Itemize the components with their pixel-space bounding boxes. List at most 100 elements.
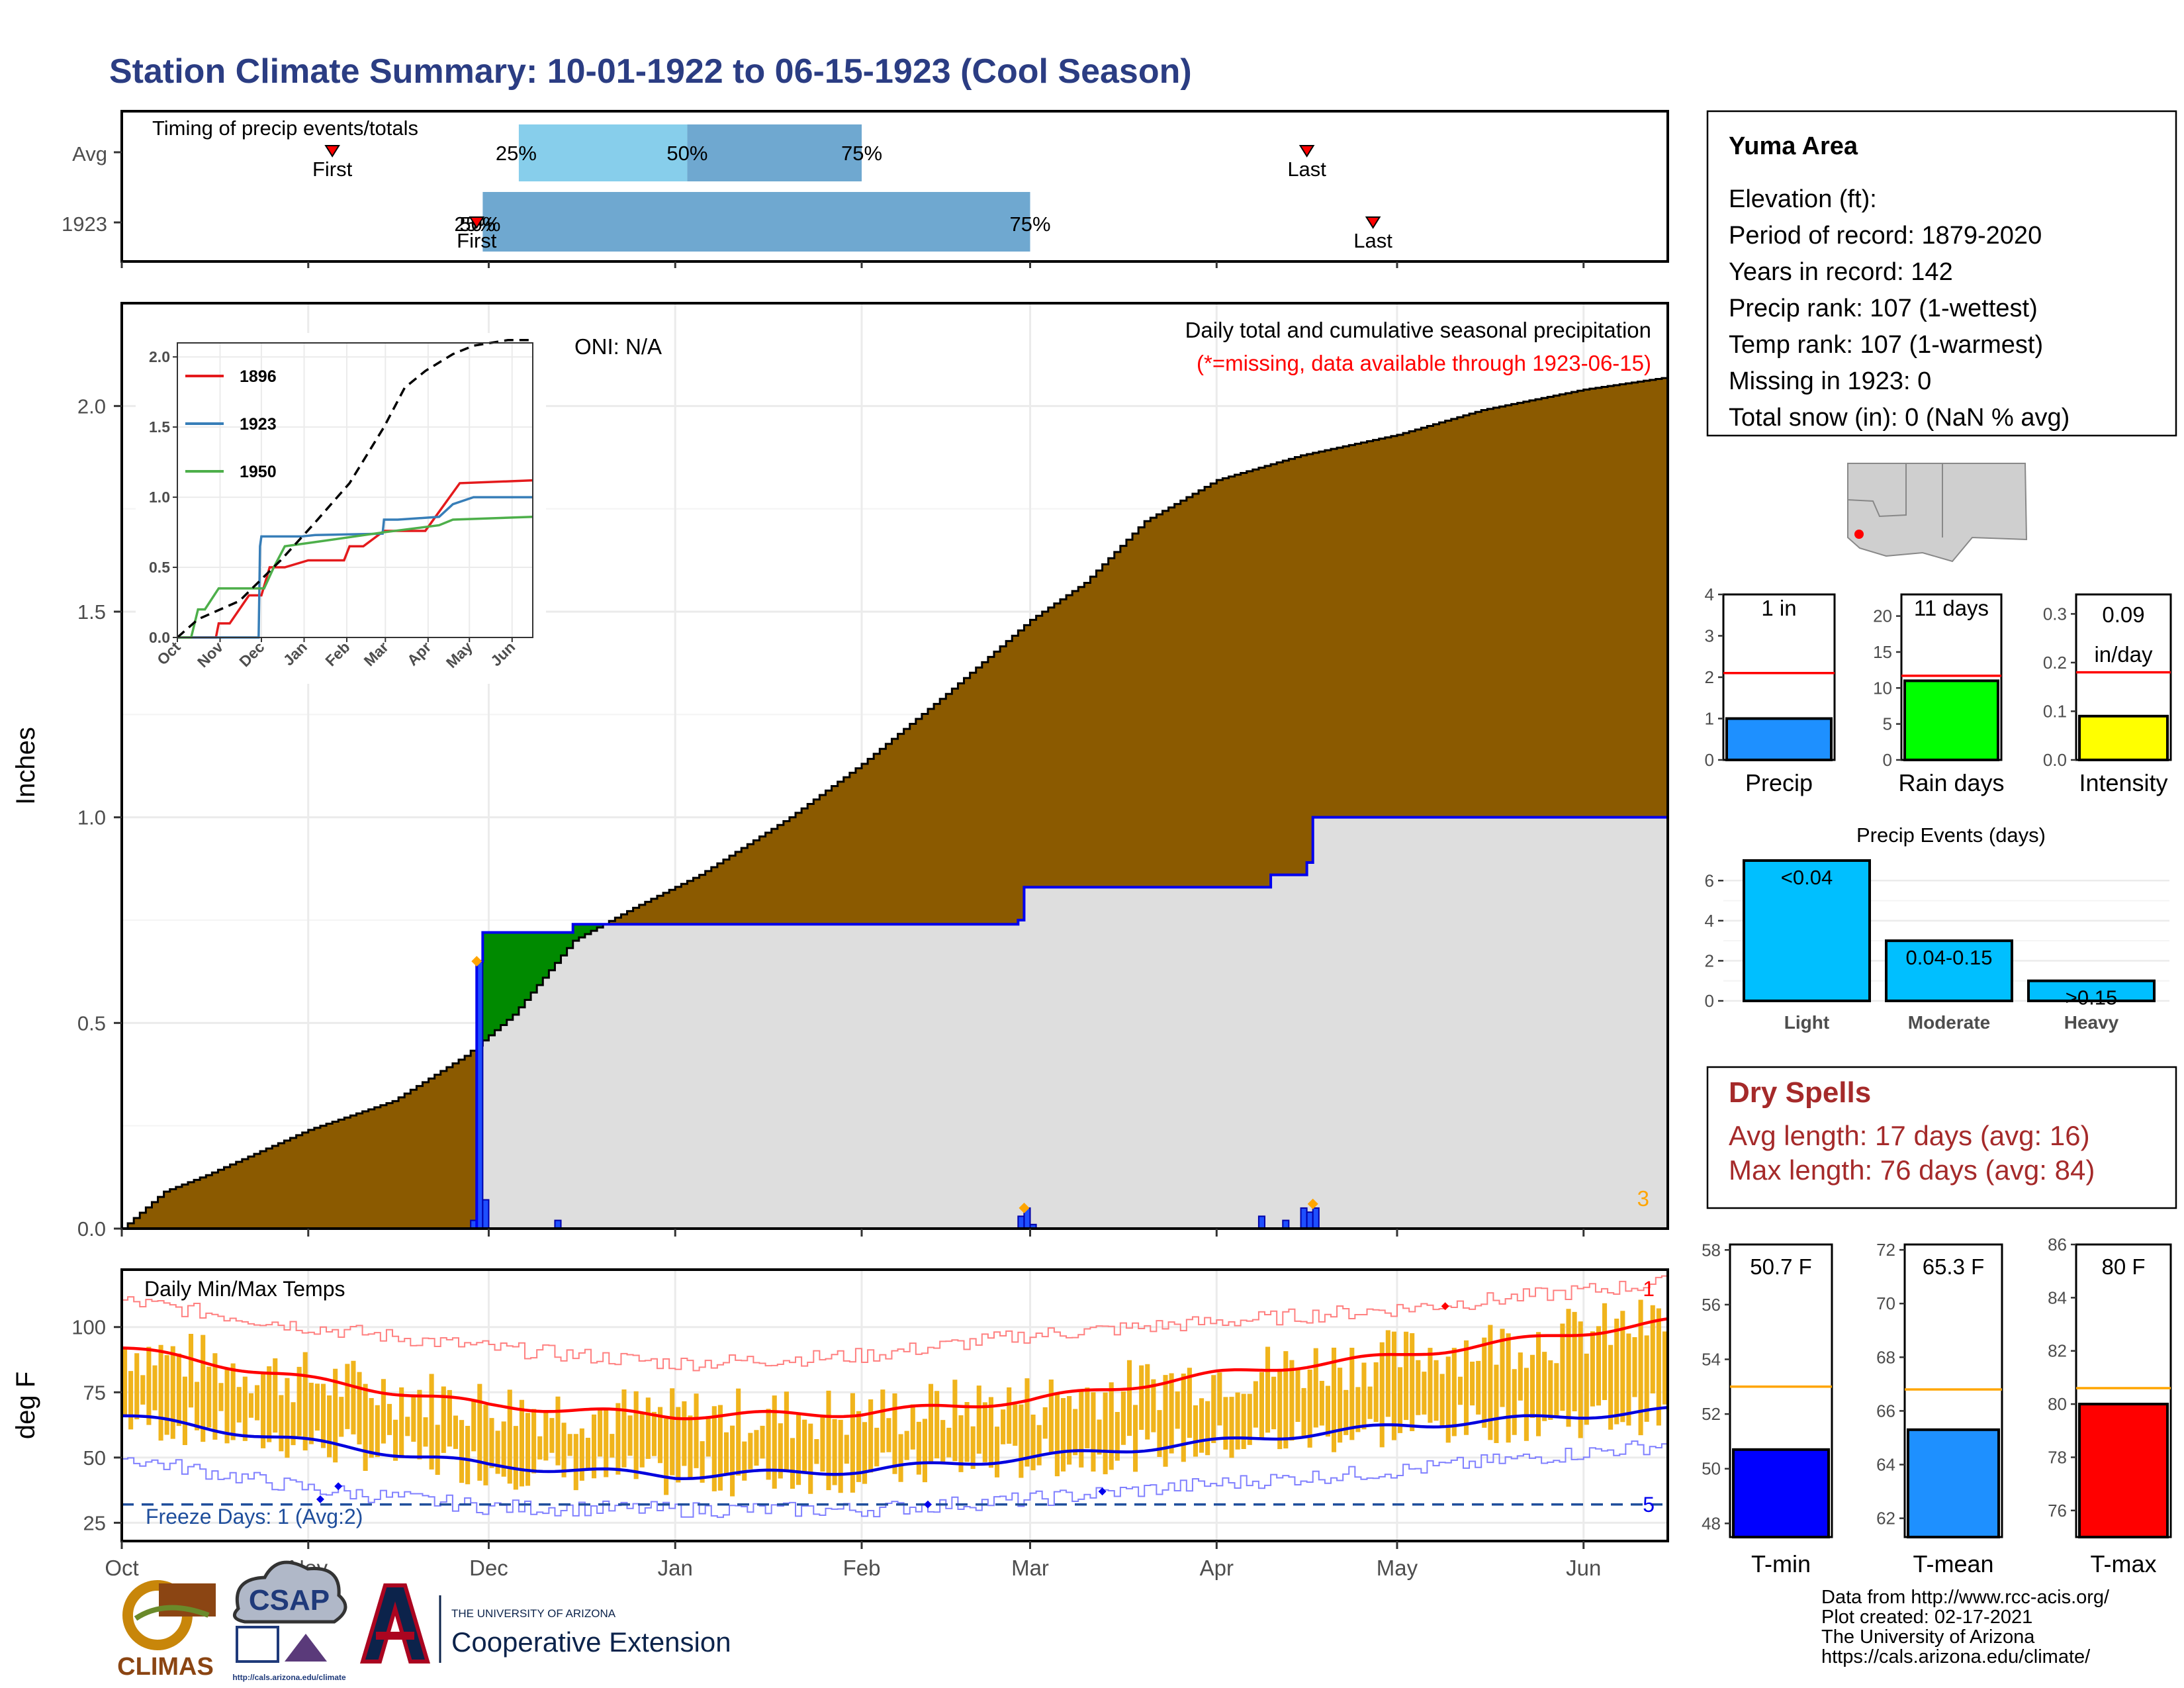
tmax-gauge-tick-label: 76	[2048, 1501, 2067, 1521]
tmin-gauge-value-label: 50.7 F	[1750, 1254, 1812, 1279]
station-precip-rank: Precip rank: 107 (1-wettest)	[1729, 295, 2038, 322]
event-marker	[471, 956, 482, 967]
events-category-label: Heavy	[2064, 1012, 2119, 1033]
record-min-line	[122, 1440, 1668, 1519]
tmin-gauge-tick-label: 56	[1702, 1295, 1721, 1315]
tmax-gauge: 76 78 80 82 84 86 80 F T-max	[2048, 1235, 2172, 1577]
events-y-tick-label: 4	[1705, 911, 1714, 931]
daily-precip-bar	[1257, 1215, 1266, 1229]
events-y-tick-label: 6	[1705, 870, 1714, 890]
timing-1923-last-marker	[1365, 216, 1381, 229]
timing-avg-last-marker	[1298, 145, 1315, 158]
page-title: Station Climate Summary: 10-01-1922 to 0…	[109, 52, 1192, 91]
tmax-gauge-tick-label: 80	[2048, 1394, 2067, 1414]
main-ylabel: Inches	[11, 727, 40, 805]
daily-precip-bar	[1306, 1211, 1314, 1229]
daily-temp-range-bars	[122, 1299, 1667, 1497]
tmin-gauge: 48 50 52 54 56 58 50.7 F T-min	[1702, 1240, 1833, 1577]
month-axis-label: Jun	[1566, 1556, 1601, 1580]
tmin-gauge-tick-label: 50	[1702, 1459, 1721, 1479]
tmin-gauge-tick-label: 54	[1702, 1349, 1721, 1369]
events-y-tick-label: 0	[1705, 991, 1714, 1011]
timing-row-avg-label: Avg	[72, 142, 107, 165]
cold-record-marker	[316, 1495, 324, 1503]
main-y-tick-label: 1.5	[77, 600, 106, 624]
event-marker	[1307, 1198, 1318, 1209]
daily-precip-bar	[1017, 1215, 1025, 1229]
month-axis-label: Feb	[843, 1556, 881, 1580]
station-location-marker	[1854, 530, 1864, 539]
events-category-label: Light	[1784, 1012, 1829, 1033]
credit-plot-created: Plot created: 02-17-2021	[1821, 1607, 2032, 1628]
tmax-gauge-xlabel: T-max	[2090, 1550, 2156, 1577]
main-y-tick-label: 1.0	[77, 806, 106, 829]
rain-days-gauge-tick-label: 0	[1883, 750, 1892, 770]
timing-1923-bar	[482, 192, 1030, 252]
rain-days-gauge: 0 5 10 15 20 11 days Rain days	[1873, 593, 2005, 796]
rain-days-gauge-tick-label: 15	[1873, 642, 1892, 662]
main-corner-value: 3	[1637, 1186, 1649, 1211]
temp-ylabel: deg F	[11, 1372, 40, 1439]
station-temp-rank: Temp rank: 107 (1-warmest)	[1729, 331, 2043, 359]
intensity-gauge: 0.0 0.1 0.2 0.3 0.09 in/day Intensity	[2043, 593, 2172, 796]
precip-gauge-bar	[1725, 717, 1833, 761]
university-of-arizona-logo: THE UNIVERSITY OF ARIZONA Cooperative Ex…	[359, 1583, 731, 1664]
timing-row-1923-label: 1923	[62, 212, 107, 236]
tmax-gauge-tick-label: 82	[2048, 1341, 2067, 1361]
intensity-gauge-value-label: 0.09	[2102, 602, 2144, 627]
station-name: Yuma Area	[1729, 132, 1858, 160]
tmean-gauge-tick-label: 68	[1876, 1347, 1895, 1367]
tmean-gauge-tick-label: 72	[1876, 1240, 1895, 1260]
credits-block: Data from http://www.rcc-acis.org/ Plot …	[1821, 1587, 2110, 1667]
tmean-gauge-tick-label: 64	[1876, 1455, 1895, 1475]
csap-logo-url: http://cals.arizona.edu/climate	[232, 1673, 346, 1682]
temp-y-tick-label: 75	[83, 1381, 106, 1404]
main-y-tick-label: 2.0	[77, 395, 106, 418]
inset-y-tick-label: 2.0	[149, 348, 170, 365]
credit-url: https://cals.arizona.edu/climate/	[1821, 1646, 2091, 1667]
daily-precip-bar	[482, 1199, 490, 1230]
tmax-gauge-tick-label: 86	[2048, 1235, 2067, 1254]
rain-days-gauge-tick-label: 20	[1873, 606, 1892, 626]
timing-avg-p50: 50%	[666, 142, 707, 165]
station-period: Period of record: 1879-2020	[1729, 222, 2042, 250]
avg-tmin-line	[121, 1405, 1668, 1480]
intensity-gauge-tick-label: 0.0	[2043, 750, 2067, 770]
timing-avg-bar-q2	[687, 124, 862, 181]
ua-small-text: THE UNIVERSITY OF ARIZONA	[451, 1607, 616, 1620]
tmean-gauge-value-label: 65.3 F	[1923, 1254, 1985, 1279]
precip-events-panel: Precip Events (days) <0.04 Light 0.04-0.15…	[1705, 823, 2169, 1033]
intensity-gauge-tick-label: 0.1	[2043, 701, 2067, 721]
rain-days-gauge-tick-label: 10	[1873, 678, 1892, 698]
credit-data-source: Data from http://www.rcc-acis.org/	[1821, 1587, 2110, 1608]
csap-logo: CSAP http://cals.arizona.edu/climate	[232, 1560, 347, 1682]
rain-days-gauge-tick-label: 5	[1883, 714, 1892, 734]
timing-avg-p25: 25%	[496, 142, 537, 165]
inset-series-1950	[177, 516, 533, 639]
tmin-gauge-tick-label: 58	[1702, 1240, 1721, 1260]
main-y-tick-label: 0.5	[77, 1011, 106, 1035]
temp-y-tick-label: 25	[83, 1511, 106, 1534]
month-axis-label: May	[1377, 1556, 1418, 1580]
month-axis-label: Apr	[1200, 1556, 1234, 1580]
month-axis-label: Oct	[105, 1556, 138, 1580]
ua-extension-text: Cooperative Extension	[451, 1626, 731, 1658]
rain-days-gauge-xlabel: Rain days	[1898, 769, 2004, 796]
station-elevation: Elevation (ft):	[1729, 185, 1877, 213]
avg-tmax-line	[121, 1317, 1668, 1421]
tmean-gauge-xlabel: T-mean	[1913, 1550, 1993, 1577]
temp-title: Daily Min/Max Temps	[144, 1277, 345, 1301]
main-header: Daily total and cumulative seasonal prec…	[1185, 318, 1651, 342]
main-y-tick-label: 0.0	[77, 1217, 106, 1241]
cold-record-marker	[334, 1482, 343, 1491]
tmean-gauge-tick-label: 66	[1876, 1401, 1895, 1421]
events-bar-label: 0.04-0.15	[1906, 946, 1993, 969]
tmax-gauge-value-label: 80 F	[2101, 1254, 2145, 1279]
month-axis-label: Jan	[658, 1556, 693, 1580]
timing-1923-p75: 75%	[1009, 212, 1050, 236]
timing-avg-bar-q1	[518, 124, 688, 181]
station-snow: Total snow (in): 0 (NaN % avg)	[1729, 404, 2070, 432]
intensity-gauge-tick-label: 0.3	[2043, 604, 2067, 624]
timing-1923-last: Last	[1353, 229, 1392, 252]
inset-y-tick-label: 0.0	[149, 629, 170, 646]
